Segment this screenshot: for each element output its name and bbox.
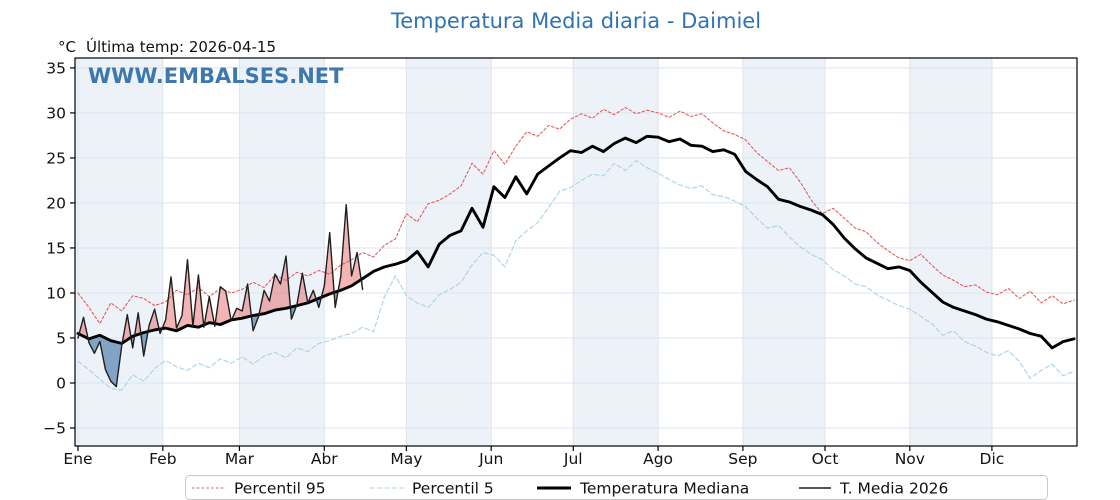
- legend: Percentil 95 Percentil 5 Temperatura Med…: [185, 475, 1048, 500]
- series-line-temperatura-mediana: [76, 134, 1076, 350]
- fill-above-median: [162, 259, 193, 331]
- axis-tick-labels: Ene Feb Mar Abr May Jun Jul Ago Sep Oct Nov Dic −5 0 5…: [43, 59, 1004, 468]
- fill-above-median: [321, 232, 335, 298]
- fill-below-median: [140, 331, 148, 356]
- month-band: [406, 58, 492, 446]
- gridlines: [75, 58, 1077, 446]
- y-tick-label: −5: [43, 419, 66, 437]
- legend-label-percentil-95: Percentil 95: [234, 480, 326, 498]
- x-tick-label: Mar: [225, 450, 255, 468]
- series-lines: [76, 106, 1076, 391]
- x-tick-label: Dic: [980, 450, 1005, 468]
- y-tick-label: 15: [46, 239, 66, 257]
- legend-label-media-2026: T. Media 2026: [839, 480, 948, 498]
- month-band: [239, 58, 325, 446]
- plot-area-border: [74, 57, 1078, 447]
- watermark: WWW.EMBALSES.NET: [88, 64, 344, 88]
- month-band: [573, 58, 659, 446]
- x-tick-label: Ago: [643, 450, 673, 468]
- x-tick-label: Jul: [563, 450, 583, 468]
- legend-label-mediana: Temperatura Mediana: [579, 480, 749, 498]
- month-band: [909, 58, 992, 446]
- fill-above-median: [148, 309, 160, 332]
- y-tick-label: 10: [46, 284, 66, 302]
- page-title: Temperatura Media diaria - Daimiel: [390, 9, 761, 33]
- y-tick-label: 0: [56, 374, 66, 392]
- series-line-t-media-2026: [77, 204, 364, 388]
- x-tick-label: Ene: [63, 450, 92, 468]
- month-band: [75, 58, 163, 446]
- legend-label-percentil-5: Percentil 5: [412, 480, 494, 498]
- series-line-percentil-5: [77, 160, 1075, 391]
- fill-above-median: [192, 275, 204, 328]
- month-band: [742, 58, 825, 446]
- x-tick-label: Sep: [728, 450, 757, 468]
- y-tick-label: 20: [46, 194, 66, 212]
- series-line-percentil-95: [77, 106, 1075, 325]
- x-tick-label: Abr: [311, 450, 338, 468]
- month-bands: [75, 58, 992, 446]
- x-tick-label: Nov: [895, 450, 925, 468]
- fill-above-median: [204, 296, 215, 325]
- x-tick-label: Jun: [478, 450, 503, 468]
- x-tick-label: Feb: [149, 450, 176, 468]
- fill-above-median: [79, 317, 89, 339]
- last-temp-annotation: Última temp: 2026-04-15: [86, 37, 276, 56]
- y-tick-label: 30: [46, 104, 66, 122]
- fill-above-median: [259, 256, 291, 315]
- y-tick-label: 35: [46, 59, 66, 77]
- fill-above-median: [338, 204, 362, 292]
- y-tick-label: 5: [56, 329, 66, 347]
- y-axis-units-label: °C: [58, 38, 76, 56]
- axis-ticks: [70, 67, 993, 451]
- x-tick-label: May: [390, 450, 422, 468]
- x-tick-label: Oct: [812, 450, 839, 468]
- fill-above-median: [122, 314, 131, 344]
- y-tick-label: 25: [46, 149, 66, 167]
